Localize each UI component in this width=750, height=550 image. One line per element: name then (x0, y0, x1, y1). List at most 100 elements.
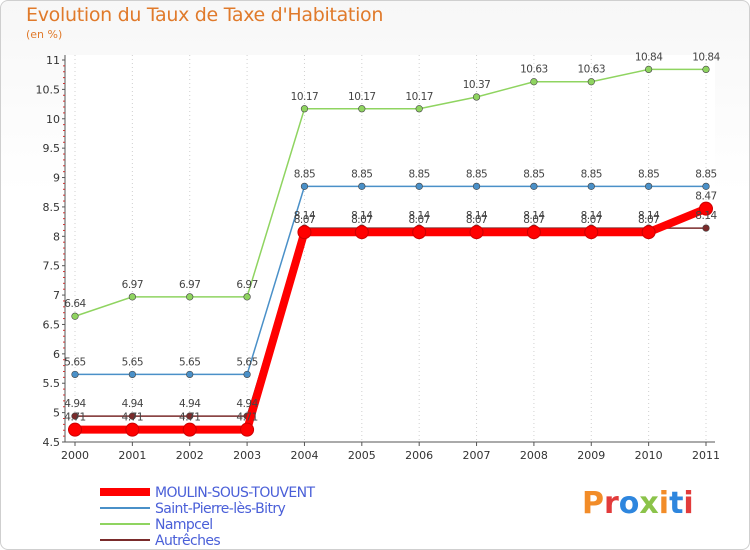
data-label: 4.71 (179, 412, 200, 424)
data-label: 8.85 (523, 168, 544, 180)
data-label: 10.17 (291, 91, 319, 103)
data-label: 8.07 (523, 214, 544, 226)
data-label: 5.65 (122, 356, 143, 368)
data-label: 8.14 (294, 210, 316, 222)
data-point (530, 182, 538, 190)
data-label: 4.71 (236, 412, 257, 424)
x-tick-label: 2002 (176, 449, 204, 462)
data-point (71, 312, 79, 320)
data-point (182, 422, 197, 437)
data-label: 8.14 (408, 210, 430, 222)
data-point (530, 78, 538, 86)
logo-letter: i (658, 486, 670, 521)
data-label: 8.07 (638, 214, 659, 226)
data-label: 8.85 (408, 168, 429, 180)
data-label: 6.97 (122, 279, 143, 291)
data-point (587, 78, 595, 86)
data-point (68, 422, 82, 437)
x-tick-label: 2007 (463, 449, 491, 462)
y-tick-label: 9 (53, 172, 60, 185)
legend-label: Autrêches (155, 533, 220, 549)
data-label: 8.47 (695, 191, 716, 203)
y-tick-label: 5 (53, 407, 60, 420)
data-point (300, 105, 309, 113)
logo-letter: o (618, 486, 640, 521)
data-label: 10.84 (635, 51, 663, 63)
logo-letter: r (604, 486, 619, 521)
data-label: 10.17 (405, 91, 433, 103)
data-point (128, 293, 136, 301)
x-tick-label: 2001 (118, 449, 146, 462)
x-tick-label: 2009 (577, 449, 605, 462)
logo-letter: P (582, 486, 604, 521)
data-label: 8.07 (581, 214, 602, 226)
legend-label: Nampcel (155, 517, 213, 533)
data-label: 8.85 (581, 168, 602, 180)
x-tick-label: 2005 (348, 449, 376, 462)
x-tick-label: 2006 (405, 449, 433, 462)
x-tick-label: 2011 (692, 449, 720, 462)
data-label: 8.07 (466, 214, 487, 226)
data-label: 10.17 (348, 91, 376, 103)
data-point (125, 422, 140, 437)
data-point (415, 105, 423, 113)
data-label: 8.85 (466, 168, 487, 180)
data-point (128, 370, 136, 379)
data-point (699, 201, 713, 216)
data-point (472, 93, 481, 101)
data-label: 8.14 (466, 210, 488, 222)
data-label: 8.85 (638, 168, 659, 180)
data-point (71, 412, 79, 420)
data-point (71, 370, 79, 379)
data-label: 4.94 (122, 398, 144, 410)
data-label: 6.64 (64, 298, 86, 310)
data-point (358, 105, 366, 113)
data-point (472, 182, 481, 190)
data-point (186, 370, 194, 379)
proxiti-logo: Proxiti (582, 486, 694, 521)
data-label: 5.65 (236, 356, 257, 368)
data-point (587, 182, 595, 190)
data-label: 6.97 (236, 279, 257, 291)
series-line-1 (75, 185, 706, 376)
data-point (645, 182, 653, 190)
data-point (243, 370, 251, 379)
legend-label: Saint-Pierre-lès-Bitry (155, 501, 286, 517)
data-point (469, 225, 484, 240)
data-label: 8.85 (294, 168, 315, 180)
data-label: 6.97 (179, 279, 200, 291)
data-label: 8.85 (695, 168, 716, 180)
y-tick-label: 10 (46, 113, 60, 126)
logo-letter: t (669, 486, 684, 521)
y-tick-label: 9.5 (43, 142, 61, 155)
legend-label: MOULIN-SOUS-TOUVENT (155, 485, 316, 501)
series-line-3 (75, 227, 706, 417)
data-label: 8.07 (351, 214, 372, 226)
data-label: 5.65 (179, 356, 200, 368)
y-tick-label: 8.5 (43, 201, 61, 214)
y-tick-label: 6 (53, 348, 60, 361)
data-label: 10.84 (692, 51, 720, 63)
data-label: 10.63 (520, 64, 548, 76)
data-label: 10.63 (577, 64, 605, 76)
data-point (243, 293, 251, 301)
x-tick-label: 2003 (233, 449, 261, 462)
data-point (412, 225, 427, 240)
x-tick-label: 2008 (520, 449, 548, 462)
data-point (645, 65, 653, 74)
data-label: 8.14 (523, 210, 545, 222)
data-label: 8.85 (351, 168, 372, 180)
data-point (358, 182, 366, 190)
data-label: 4.94 (179, 398, 201, 410)
data-point (300, 182, 309, 190)
data-label: 8.14 (638, 210, 660, 222)
data-label: 8.14 (351, 210, 373, 222)
data-point (354, 225, 369, 240)
y-tick-label: 10.5 (36, 83, 61, 96)
data-point (415, 182, 423, 190)
data-label: 8.14 (695, 210, 717, 222)
data-label: 10.37 (463, 79, 491, 91)
logo-letter: i (683, 486, 694, 521)
data-point (128, 412, 136, 420)
